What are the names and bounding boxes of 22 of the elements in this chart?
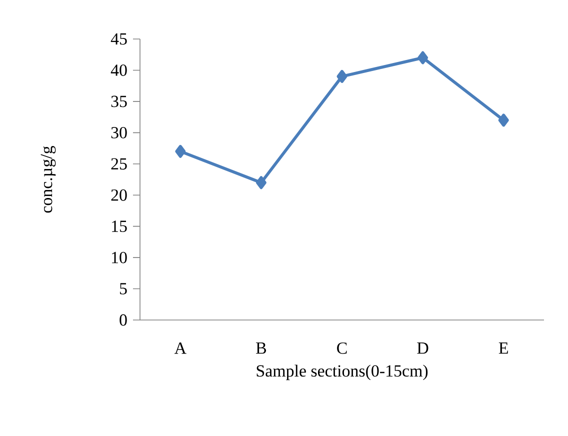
- x-tick-label: C: [337, 342, 347, 354]
- y-tick-label: 20: [111, 189, 127, 201]
- x-axis-title: Sample sections(0-15cm): [256, 364, 428, 380]
- y-tick-label: 0: [120, 314, 127, 326]
- y-tick-label: 10: [112, 252, 127, 264]
- x-tick-label: B: [256, 342, 266, 354]
- y-axis-title: conc.µg/g: [40, 146, 56, 213]
- x-tick-label: D: [417, 342, 428, 354]
- y-tick-label: 40: [110, 64, 127, 76]
- y-tick-label: 25: [111, 158, 127, 170]
- point: [175, 144, 186, 158]
- point: [256, 176, 266, 190]
- y-tick-label: 35: [111, 96, 127, 108]
- point: [498, 114, 509, 127]
- y-tick-label: 15: [112, 220, 127, 232]
- y-tick-label: 45: [110, 33, 127, 45]
- x-tick-label: E: [498, 342, 508, 354]
- y-tick-label: 5: [120, 283, 127, 294]
- point: [336, 70, 348, 83]
- x-tick-label: A: [174, 342, 186, 354]
- y-tick-label: 30: [111, 126, 127, 138]
- point: [418, 51, 428, 64]
